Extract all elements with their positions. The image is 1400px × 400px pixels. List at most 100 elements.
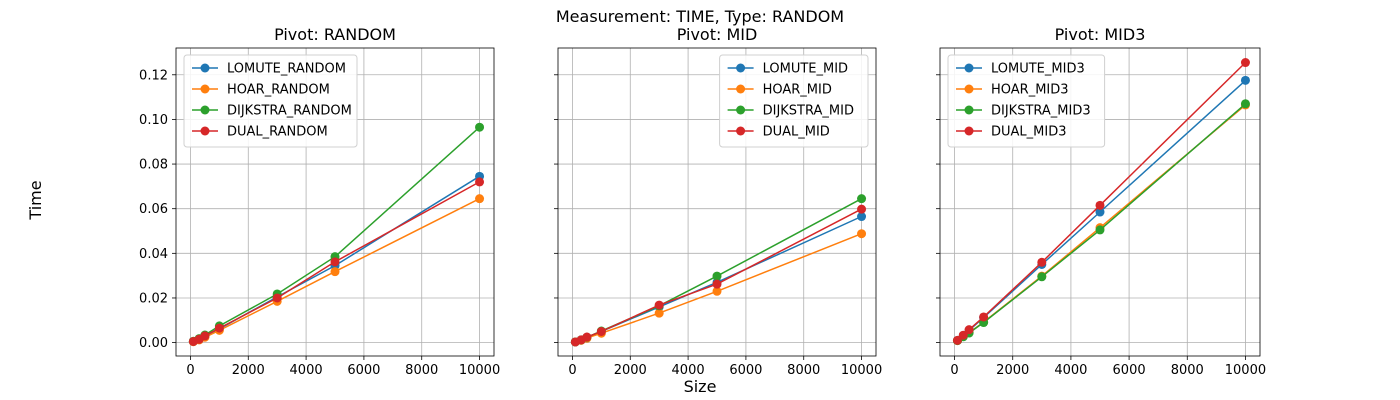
legend-swatch-marker [200,105,210,115]
panel-3: Pivot: MID3 0 2000 4000 6000 8000 10000 LOMUTE_… [936,25,1266,378]
legend-box [183,54,358,148]
data-point [200,331,210,341]
y-tick-label: 0.02 [139,291,168,306]
series-line [575,198,862,343]
figure-ylabel: Time [26,180,45,220]
data-point [857,194,867,204]
y-tick-label: 0.10 [139,113,168,128]
data-point [582,332,592,342]
x-tick-label: 4000 [290,363,323,378]
x-tick-label: 8000 [1171,363,1204,378]
x-tick-label: 8000 [405,363,438,378]
data-point [1037,257,1047,267]
data-point [1240,58,1250,68]
data-point [712,286,722,296]
legend-entry: HOAR_RANDOM [227,83,330,98]
legend-swatch-marker [200,63,210,73]
legend-box [719,54,869,148]
legend-swatch-marker [736,63,746,73]
panel-1: Pivot: RANDOM 0 2000 4000 6000 8000 10000 0.00 0… [139,25,500,378]
legend-entry: LOMUTE_RANDOM [227,62,346,77]
legend-entry: HOAR_MID3 [991,83,1069,98]
data-point [654,308,664,318]
legend-swatch-marker [200,84,210,94]
legend-entry: HOAR_MID [763,83,832,98]
x-tick-label: 8000 [787,363,820,378]
legend-swatch-marker [964,63,974,73]
panel-title: Pivot: MID [677,25,758,44]
panel-title: Pivot: RANDOM [274,25,396,44]
data-point [952,335,962,345]
figure-xlabel: Size [684,377,717,396]
legend: LOMUTE_MID HOAR_MID DIJKSTRA_MID DUAL_MID [719,54,869,148]
legend-entry: DUAL_MID [763,125,830,140]
x-tick-label: 2000 [232,363,265,378]
y-tick-label: 0.12 [139,68,168,83]
x-tick-label: 2000 [614,363,647,378]
x-tick-label: 6000 [347,363,380,378]
legend-swatch-marker [200,126,210,136]
y-tick-label: 0.04 [139,247,168,262]
legend-swatch-marker [964,126,974,136]
data-point [979,312,989,322]
data-point [330,267,340,277]
legend: LOMUTE_MID3 HOAR_MID3 DIJKSTRA_MID3 DUAL_MI… [947,54,1106,148]
y-tick-label: 0.00 [139,336,168,351]
x-tick-label: 10000 [459,363,500,378]
legend-swatch-marker [736,105,746,115]
x-tick-label: 10000 [1225,363,1266,378]
legend-entry: DUAL_RANDOM [227,125,328,140]
data-point [1095,225,1105,235]
data-point [958,330,968,340]
legend-entry: DUAL_MID3 [991,125,1067,140]
axes-frame [939,47,1261,357]
legend-swatch-marker [964,105,974,115]
data-point [1240,99,1250,109]
figure-suptitle: Measurement: TIME, Type: RANDOM [556,7,844,26]
data-point [1037,272,1047,282]
y-tick-label: 0.08 [139,158,168,173]
x-tick-label: 0 [950,363,958,378]
legend-swatch-marker [736,126,746,136]
legend-swatch-marker [736,84,746,94]
legend-entry: LOMUTE_MID [763,62,848,77]
data-point [330,257,340,267]
legend: LOMUTE_RANDOM HOAR_RANDOM DIJKSTRA_RANDOM D… [183,54,358,148]
axes-frame [175,47,495,357]
x-tick-label: 4000 [1054,363,1087,378]
x-tick-label: 6000 [1113,363,1146,378]
panels: Pivot: RANDOM 0 2000 4000 6000 8000 10000 0.00 0… [139,25,1266,378]
data-point [857,204,867,214]
x-tick-label: 10000 [841,363,882,378]
legend-entry: LOMUTE_MID3 [991,62,1085,77]
x-tick-label: 2000 [996,363,1029,378]
data-point [964,325,974,335]
y-tick-label: 0.06 [139,202,168,217]
data-point [857,229,867,239]
legend-entry: DIJKSTRA_MID [763,104,854,119]
axes-frame [557,47,877,357]
data-point [475,122,485,132]
legend-swatch-marker [964,84,974,94]
data-point [1095,200,1105,210]
legend-box [947,54,1106,148]
data-point [654,300,664,310]
x-tick-label: 6000 [729,363,762,378]
legend-entry: DIJKSTRA_RANDOM [227,104,352,119]
panel-2: Pivot: MID 0 2000 4000 6000 8000 10000 LOMUTE_M… [554,25,882,378]
panel-title: Pivot: MID3 [1055,25,1146,44]
x-tick-label: 0 [568,363,576,378]
data-point [857,212,867,222]
data-point [596,326,606,336]
data-point [1240,75,1250,85]
data-point [712,271,722,281]
legend-entry: DIJKSTRA_MID3 [991,104,1091,119]
data-point [475,177,485,187]
data-point [712,279,722,289]
data-point [214,323,224,333]
data-point [1095,207,1105,217]
series-line [192,126,481,342]
x-tick-label: 0 [186,363,194,378]
data-point [475,194,485,204]
